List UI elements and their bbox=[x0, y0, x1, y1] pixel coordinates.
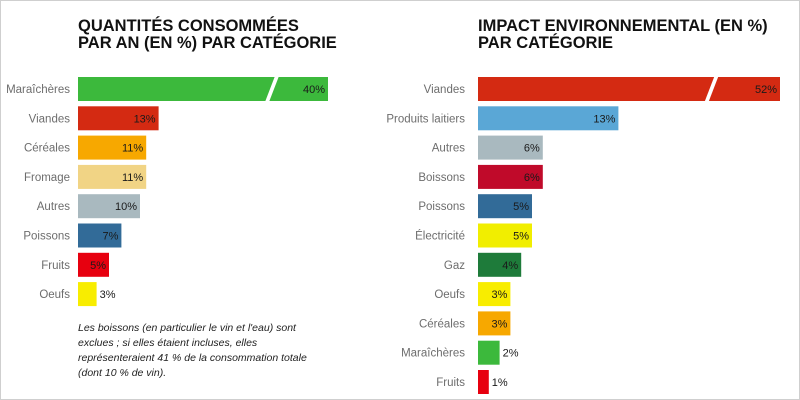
category-label: Autres bbox=[37, 201, 70, 213]
category-label: Oeufs bbox=[39, 289, 70, 301]
category-label: Viandes bbox=[29, 113, 71, 125]
value-label: 4% bbox=[502, 260, 518, 272]
value-label: 1% bbox=[492, 377, 508, 389]
bar bbox=[78, 135, 147, 160]
value-label: 11% bbox=[122, 172, 143, 184]
footnote: Les boissons (en particulier le vin et l… bbox=[78, 322, 307, 379]
chart-title-line: QUANTITÉS CONSOMMÉES bbox=[78, 16, 299, 35]
value-label: 13% bbox=[593, 113, 615, 125]
axis-break-mark bbox=[704, 76, 719, 102]
bar bbox=[478, 223, 532, 248]
category-label: Céréales bbox=[419, 318, 465, 330]
bar bbox=[478, 194, 532, 219]
chart-title-line: PAR AN (EN %) PAR CATÉGORIE bbox=[78, 33, 337, 52]
bar bbox=[478, 252, 522, 277]
bar bbox=[478, 370, 489, 394]
value-label: 5% bbox=[90, 260, 106, 272]
bar bbox=[478, 135, 543, 160]
value-label: 5% bbox=[513, 201, 529, 213]
value-label: 2% bbox=[503, 348, 519, 360]
value-label: 52% bbox=[755, 84, 777, 96]
bar bbox=[78, 106, 159, 131]
value-label: 3% bbox=[100, 289, 116, 301]
category-label: Maraîchères bbox=[6, 84, 70, 96]
category-label: Gaz bbox=[444, 260, 465, 272]
category-label: Fruits bbox=[41, 260, 70, 272]
category-label: Boissons bbox=[418, 172, 465, 184]
category-label: Céréales bbox=[24, 143, 70, 155]
value-label: 7% bbox=[102, 231, 118, 243]
axis-break-mark bbox=[265, 76, 279, 102]
bar bbox=[78, 164, 147, 189]
value-label: 3% bbox=[491, 289, 507, 301]
bar bbox=[478, 77, 780, 101]
value-label: 40% bbox=[303, 84, 325, 96]
value-label: 11% bbox=[122, 143, 143, 155]
value-label: 6% bbox=[524, 172, 540, 184]
value-label: 6% bbox=[524, 143, 540, 155]
bar bbox=[78, 252, 109, 277]
bar bbox=[78, 77, 328, 101]
category-label: Fruits bbox=[436, 377, 465, 389]
chart-title-line: IMPACT ENVIRONNEMENTAL (EN %) bbox=[478, 17, 768, 35]
value-label: 13% bbox=[134, 113, 156, 125]
bar bbox=[478, 282, 511, 307]
bar bbox=[78, 282, 97, 307]
category-label: Autres bbox=[432, 143, 465, 155]
category-label: Poissons bbox=[23, 231, 70, 243]
category-label: Poissons bbox=[418, 201, 465, 213]
chart-title-line: PAR CATÉGORIE bbox=[478, 33, 613, 52]
category-label: Fromage bbox=[24, 172, 70, 184]
bar bbox=[78, 223, 122, 248]
category-label: Viandes bbox=[424, 84, 466, 96]
value-label: 3% bbox=[491, 318, 507, 330]
bar bbox=[478, 106, 619, 131]
bar bbox=[478, 164, 543, 189]
category-label: Maraîchères bbox=[401, 348, 465, 360]
category-label: Oeufs bbox=[434, 289, 465, 301]
value-label: 10% bbox=[115, 201, 137, 213]
bar bbox=[478, 311, 511, 336]
category-label: Électricité bbox=[415, 230, 465, 243]
value-label: 5% bbox=[513, 231, 529, 243]
bar bbox=[478, 340, 500, 365]
category-label: Produits laitiers bbox=[386, 113, 465, 125]
bar bbox=[78, 194, 140, 219]
